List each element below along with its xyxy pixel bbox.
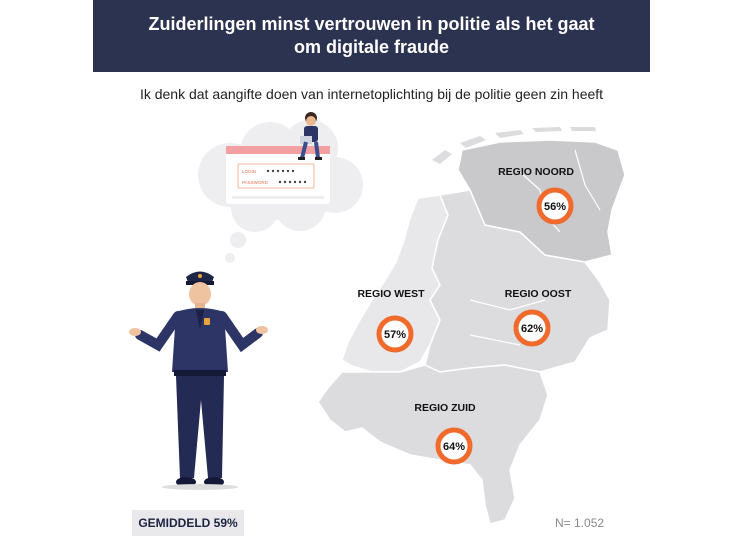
region-west: REGIO WEST 57% <box>357 288 425 353</box>
region-noord-label: REGIO NOORD <box>498 166 574 178</box>
region-zuid-label: REGIO ZUID <box>414 402 476 414</box>
region-zuid-area <box>317 364 549 525</box>
region-west-value: 57% <box>384 329 406 341</box>
header-banner: Zuiderlingen minst vertrouwen in politie… <box>93 0 650 72</box>
region-zuid-marker <box>435 427 473 465</box>
netherlands-map <box>317 127 626 525</box>
region-oost-marker <box>513 309 551 347</box>
region-west-label: REGIO WEST <box>357 288 425 300</box>
sample-size: N= 1.052 <box>555 516 605 530</box>
login-label: LOGIN <box>242 169 256 174</box>
average-badge: GEMIDDELD 59% <box>132 510 244 536</box>
region-oost-label: REGIO OOST <box>505 288 572 300</box>
page-subtitle: Ik denk dat aangifte doen van internetop… <box>139 86 604 102</box>
region-oost-value: 62% <box>521 323 543 335</box>
region-oost: REGIO OOST 62% <box>505 288 572 347</box>
hacker-figure <box>298 112 322 160</box>
wadden-islands <box>432 127 596 164</box>
page-title: Zuiderlingen minst vertrouwen in politie… <box>148 14 595 57</box>
region-noord: REGIO NOORD 56% <box>498 166 574 225</box>
login-card <box>226 146 330 204</box>
region-noord-value: 56% <box>544 201 566 213</box>
region-zuid: REGIO ZUID 64% <box>414 402 476 465</box>
region-noord-marker <box>536 187 574 225</box>
password-label: PASSWORD <box>242 180 269 185</box>
region-west-marker <box>376 315 414 353</box>
region-zuid-value: 64% <box>443 441 465 453</box>
thought-cloud: LOGIN PASSWORD <box>198 112 363 263</box>
police-officer-figure <box>129 271 268 490</box>
